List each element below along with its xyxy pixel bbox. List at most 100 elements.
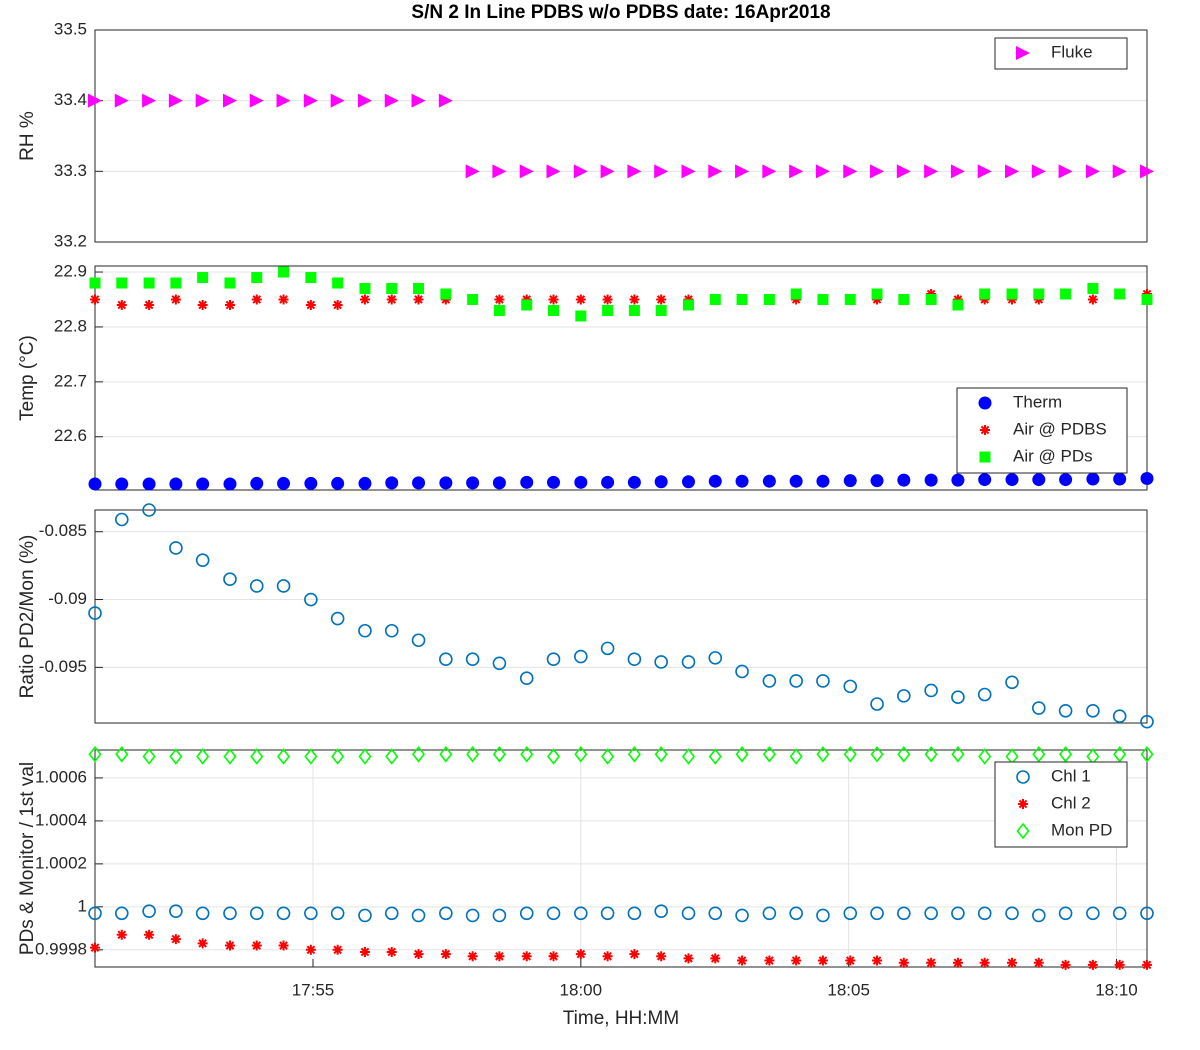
marker — [628, 304, 640, 316]
marker — [1112, 709, 1127, 724]
marker — [654, 746, 668, 763]
marker — [872, 955, 883, 966]
y-tick-label: 33.4 — [54, 90, 87, 109]
marker — [359, 946, 370, 957]
marker — [952, 299, 964, 311]
marker — [683, 953, 694, 964]
marker — [656, 294, 667, 305]
x-tick-label: 18:05 — [827, 980, 870, 999]
marker — [924, 906, 938, 921]
x-axis-label: Time, HH:MM — [563, 1008, 679, 1029]
marker — [654, 904, 668, 918]
marker — [249, 579, 264, 593]
chart-title: S/N 2 In Line PDBS w/o PDBS date: 16Apr2… — [411, 2, 830, 23]
y-tick-label: -0.095 — [39, 657, 87, 676]
legend: Chl 1 Chl 2 Mon PD — [994, 761, 1128, 848]
marker — [413, 294, 424, 305]
marker — [735, 908, 749, 923]
marker — [305, 299, 316, 310]
marker — [196, 748, 210, 765]
marker — [223, 748, 237, 765]
marker — [791, 955, 802, 966]
marker — [870, 906, 884, 921]
marker — [816, 474, 830, 488]
y-tick-label: 22.8 — [54, 316, 87, 335]
legend-marker — [1016, 46, 1030, 60]
marker — [708, 164, 723, 179]
marker — [546, 906, 561, 921]
marker — [897, 689, 911, 703]
marker — [116, 929, 127, 940]
marker — [330, 611, 345, 626]
marker — [629, 294, 640, 305]
legend-label: Mon PD — [1051, 820, 1112, 839]
series — [88, 503, 1154, 729]
marker — [304, 592, 318, 607]
y-tick-label: 1 — [78, 896, 87, 915]
axes-frame — [94, 29, 1148, 243]
marker — [1140, 746, 1154, 763]
marker — [627, 164, 642, 179]
marker — [144, 299, 155, 310]
marker — [142, 93, 157, 108]
marker — [251, 940, 262, 951]
marker — [439, 746, 453, 763]
marker — [494, 294, 505, 305]
marker — [114, 512, 129, 527]
marker — [843, 474, 857, 488]
y-tick-label: -0.09 — [48, 589, 87, 608]
marker — [763, 293, 775, 305]
marker — [142, 477, 156, 491]
y-axis-label: Temp (°C) — [17, 335, 38, 421]
marker — [197, 299, 208, 310]
marker — [896, 164, 911, 179]
marker — [492, 164, 507, 179]
marker — [681, 655, 696, 669]
y-axis-label: Ratio PD2/Mon (%) — [17, 535, 38, 699]
marker — [251, 272, 263, 284]
marker — [142, 503, 156, 517]
marker — [600, 641, 615, 656]
marker — [870, 164, 885, 179]
marker — [1140, 164, 1154, 179]
marker — [412, 476, 426, 490]
marker — [384, 623, 399, 638]
marker — [114, 93, 129, 108]
marker — [169, 477, 183, 491]
marker — [737, 955, 748, 966]
legend-marker — [978, 396, 992, 410]
marker — [1006, 288, 1018, 300]
marker — [1059, 746, 1073, 763]
marker — [330, 906, 345, 921]
marker — [925, 293, 937, 305]
marker — [411, 633, 426, 648]
marker — [144, 929, 155, 940]
marker — [708, 651, 723, 665]
marker — [1114, 288, 1126, 300]
marker — [951, 690, 965, 705]
marker — [735, 746, 749, 763]
marker — [1032, 473, 1046, 487]
marker — [1007, 957, 1018, 968]
marker — [519, 671, 534, 686]
marker — [358, 476, 372, 490]
marker — [897, 906, 911, 921]
marker — [386, 283, 398, 295]
marker — [951, 746, 965, 763]
marker — [924, 683, 938, 698]
marker — [843, 679, 858, 694]
marker — [1005, 675, 1019, 690]
marker — [223, 572, 237, 586]
marker — [115, 477, 129, 491]
marker — [88, 93, 102, 108]
marker — [304, 906, 318, 921]
marker — [654, 164, 669, 179]
marker — [735, 164, 750, 179]
marker — [735, 474, 749, 488]
marker — [708, 474, 722, 488]
marker — [870, 697, 884, 711]
marker — [439, 906, 453, 921]
marker — [303, 93, 318, 108]
marker — [735, 664, 749, 679]
